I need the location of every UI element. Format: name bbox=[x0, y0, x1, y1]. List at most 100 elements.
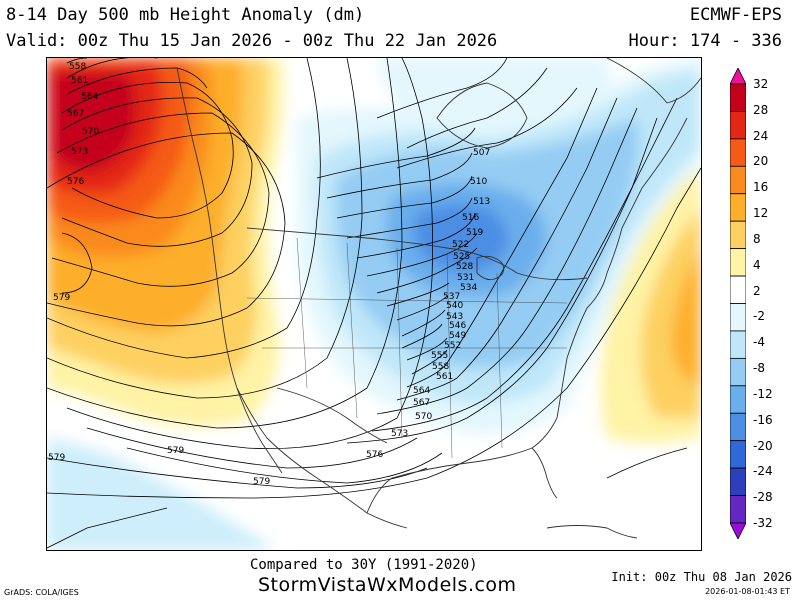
contour-label: 579 bbox=[253, 477, 270, 487]
colorbar-label: -24 bbox=[753, 464, 773, 479]
colorbar-segment bbox=[730, 522, 746, 539]
model-name: ECMWF-EPS bbox=[689, 5, 782, 25]
grads-credit: GrADS: COLA/IGES bbox=[4, 588, 79, 597]
anomaly-plus-atlantic-8 bbox=[672, 248, 701, 388]
colorbar-segment bbox=[730, 330, 746, 359]
contour-label: 576 bbox=[67, 177, 84, 187]
colorbar-segment bbox=[730, 193, 746, 222]
contour-label: 522 bbox=[452, 240, 469, 250]
contour-label: 573 bbox=[71, 147, 88, 157]
colorbar-segment bbox=[730, 138, 746, 167]
contour-label: 540 bbox=[446, 301, 463, 311]
contour-label: 558 bbox=[69, 62, 86, 72]
anomaly-shading bbox=[47, 58, 701, 550]
contour-label: 570 bbox=[82, 127, 99, 137]
gulf-coast bbox=[366, 417, 558, 514]
colorbar-label: 28 bbox=[753, 102, 769, 117]
colorbar-label: 4 bbox=[753, 257, 761, 272]
colorbar-label: -8 bbox=[753, 361, 765, 376]
chart-title: 8-14 Day 500 mb Height Anomaly (dm) bbox=[6, 5, 365, 25]
colorbar-segment bbox=[730, 275, 746, 304]
west-coastline bbox=[176, 67, 408, 529]
contour-label: 507 bbox=[473, 148, 490, 158]
hudson-bay bbox=[436, 82, 528, 149]
climatology-note: Compared to 30Y (1991-2020) bbox=[250, 557, 478, 573]
contour-label: 576 bbox=[366, 450, 383, 460]
contour-label: 561 bbox=[436, 372, 453, 382]
contour-label: 549 bbox=[449, 331, 466, 341]
contour-label: 561 bbox=[71, 76, 88, 86]
florida bbox=[531, 447, 558, 499]
contour-label: 546 bbox=[449, 321, 466, 331]
contour-label: 510 bbox=[470, 177, 487, 187]
contour-label: 567 bbox=[413, 398, 430, 408]
cuba bbox=[546, 525, 638, 539]
us-canada-border bbox=[246, 227, 588, 281]
colorbar-segment bbox=[730, 248, 746, 277]
baja-peninsula bbox=[236, 387, 283, 474]
forecast-hours: Hour: 174 - 336 bbox=[628, 31, 782, 51]
contour-label: 513 bbox=[473, 197, 490, 207]
contour-label: 555 bbox=[431, 351, 448, 361]
colorbar-segment bbox=[730, 165, 746, 195]
contour-label: 564 bbox=[413, 386, 430, 396]
great-lakes bbox=[476, 255, 505, 281]
colorbar-label: -20 bbox=[753, 438, 773, 453]
contour-labels: 558 561 564 567 570 573 576 579 507 510 … bbox=[48, 62, 490, 487]
east-coastline bbox=[556, 117, 688, 419]
contour-label: 516 bbox=[462, 213, 479, 223]
colorbar-label: -16 bbox=[753, 412, 773, 427]
colorbar-label: -2 bbox=[753, 309, 765, 324]
anomaly-map: 558 561 564 567 570 573 576 579 507 510 … bbox=[46, 57, 702, 551]
contour-label: 528 bbox=[456, 262, 473, 272]
colorbar-label: -32 bbox=[753, 516, 773, 530]
colorbar-label: 16 bbox=[753, 180, 769, 195]
colorbar-segment bbox=[730, 412, 746, 442]
colorbar-segment bbox=[730, 111, 746, 140]
colorbar-segment bbox=[730, 220, 746, 250]
contour-label: 525 bbox=[453, 252, 470, 262]
map-outlines bbox=[176, 58, 701, 539]
site-name: StormVistaWxModels.com bbox=[258, 574, 517, 596]
contour-label: 558 bbox=[432, 362, 449, 372]
contour-label: 531 bbox=[457, 273, 474, 283]
colorbar-label: 12 bbox=[753, 206, 769, 221]
contour-label: 519 bbox=[466, 228, 483, 238]
colorbar-segment bbox=[730, 495, 746, 524]
generated-time: 2026-01-08-01:43 ET bbox=[705, 587, 790, 596]
colorbar-label: 8 bbox=[753, 231, 761, 246]
contour-label: 579 bbox=[48, 453, 65, 463]
contour-label: 564 bbox=[81, 92, 98, 102]
contour-label: 567 bbox=[67, 109, 84, 119]
colorbar-label: 24 bbox=[753, 128, 769, 143]
colorbar bbox=[730, 68, 746, 539]
contour-label: 573 bbox=[391, 429, 408, 439]
colorbar-label: 32 bbox=[753, 77, 769, 91]
colorbar-label: -28 bbox=[753, 490, 773, 505]
colorbar-segment bbox=[730, 385, 746, 414]
contour-label: 570 bbox=[415, 412, 432, 422]
colorbar-segment bbox=[730, 83, 746, 112]
contour-label: 534 bbox=[460, 283, 477, 293]
init-time: Init: 00z Thu 08 Jan 2026 bbox=[611, 570, 792, 584]
colorbar-segment bbox=[730, 303, 746, 332]
state-lines bbox=[246, 237, 568, 459]
contour-label: 537 bbox=[443, 292, 460, 302]
us-mexico-border bbox=[276, 387, 388, 444]
greenland bbox=[606, 58, 701, 104]
contour-label: 579 bbox=[53, 293, 70, 303]
contour-label: 579 bbox=[167, 446, 184, 456]
colorbar-segment bbox=[730, 68, 746, 85]
valid-period: Valid: 00z Thu 15 Jan 2026 - 00z Thu 22 … bbox=[6, 31, 498, 51]
colorbar-label: 2 bbox=[753, 283, 761, 298]
colorbar-label: 20 bbox=[753, 154, 769, 169]
anomaly-minus-16 bbox=[413, 204, 508, 273]
colorbar-segment bbox=[730, 357, 746, 387]
anomaly-plus-24 bbox=[52, 73, 136, 173]
contour-label: 543 bbox=[446, 312, 463, 322]
anomaly-negative-sw bbox=[47, 438, 277, 550]
colorbar-label: -4 bbox=[753, 335, 765, 350]
contour-label: 552 bbox=[444, 341, 461, 351]
height-contours bbox=[47, 58, 701, 549]
colorbar-segment bbox=[730, 440, 746, 469]
